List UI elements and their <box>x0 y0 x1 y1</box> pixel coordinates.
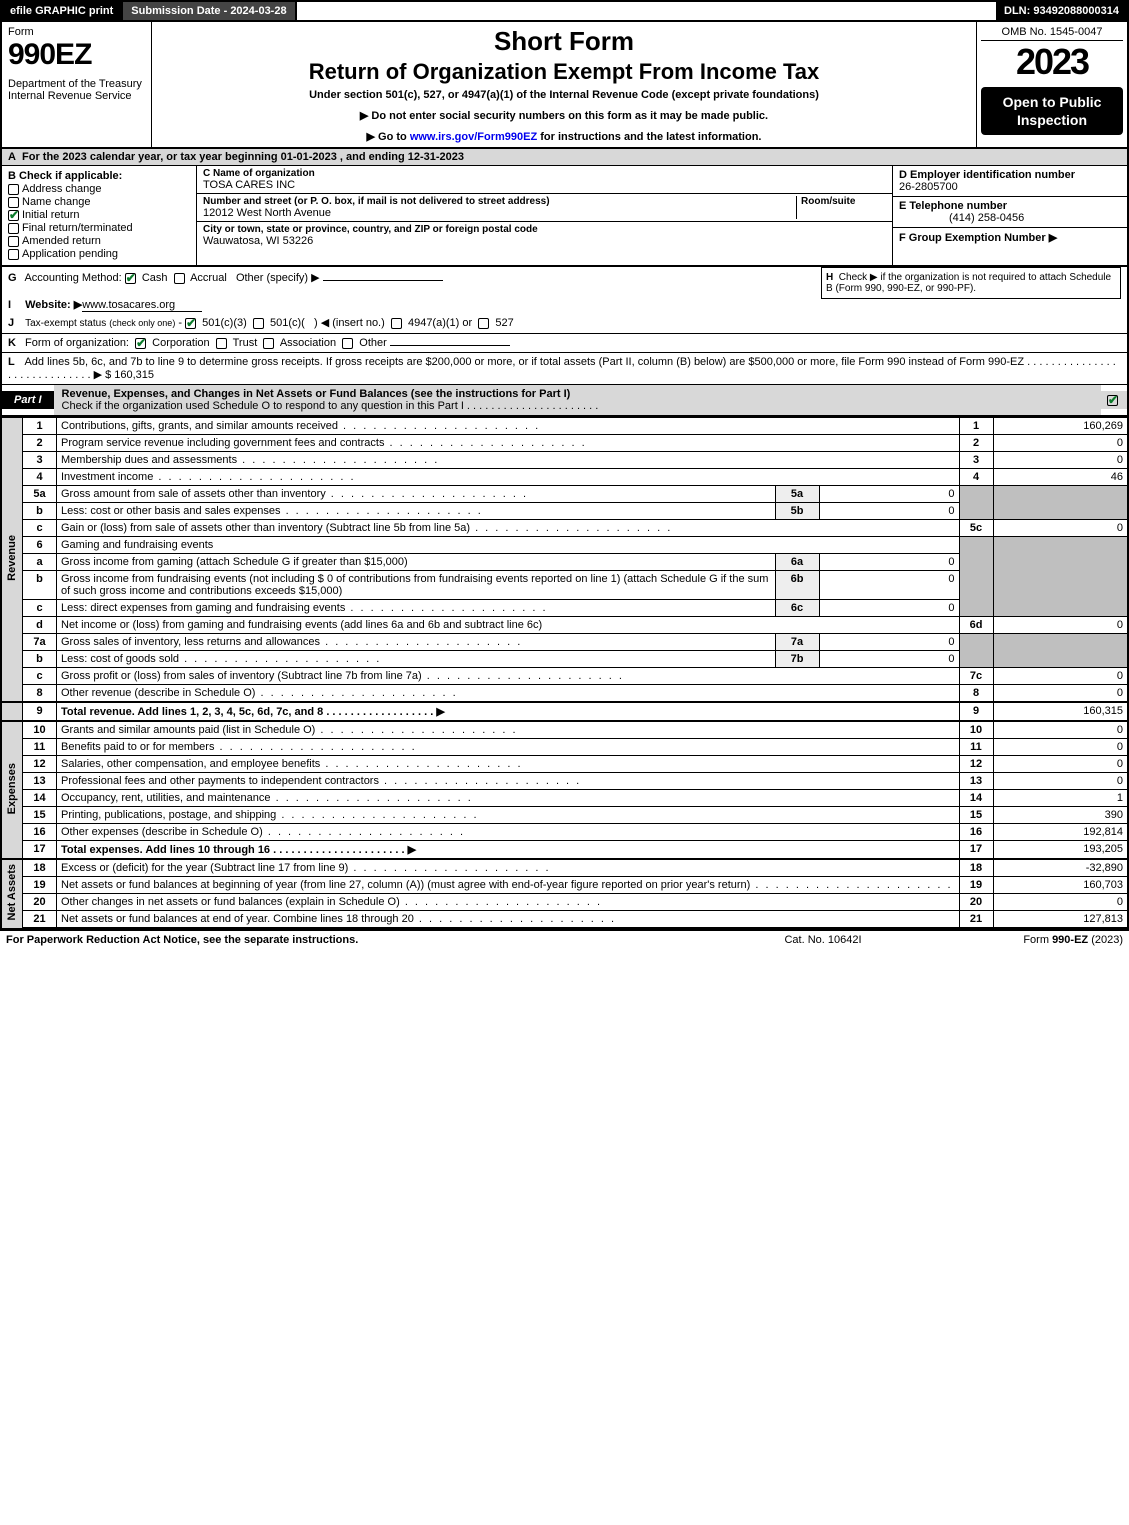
val-line-3: 0 <box>993 452 1128 469</box>
val-line-6c: 0 <box>819 600 959 617</box>
short-form-label: Short Form <box>160 26 968 57</box>
dln-label: DLN: 93492088000314 <box>996 2 1127 20</box>
website-value[interactable]: www.tosacares.org <box>82 299 202 312</box>
val-line-15: 390 <box>993 807 1128 824</box>
val-line-6d: 0 <box>993 617 1128 634</box>
cb-other-org[interactable] <box>342 338 353 349</box>
omb-number: OMB No. 1545-0047 <box>981 26 1123 41</box>
efile-print-label[interactable]: efile GRAPHIC print <box>2 2 123 20</box>
row-k-form-org: K Form of organization: Corporation Trus… <box>0 333 1129 352</box>
row-g-accounting: G Accounting Method: Cash Accrual Other … <box>0 266 1129 333</box>
val-line-8: 0 <box>993 685 1128 703</box>
val-line-5c: 0 <box>993 520 1128 537</box>
cb-final-return[interactable]: Final return/terminated <box>8 222 190 234</box>
part-1-tag: Part I <box>2 391 54 409</box>
ein-value: 26-2805700 <box>899 181 958 193</box>
cb-initial-return[interactable]: Initial return <box>8 209 190 221</box>
room-label: Room/suite <box>801 196 886 207</box>
form-header: Form 990EZ Department of the Treasury In… <box>0 22 1129 149</box>
form-note-link: ▶ Go to www.irs.gov/Form990EZ for instru… <box>160 130 968 143</box>
val-line-14: 1 <box>993 790 1128 807</box>
cb-accrual[interactable] <box>174 273 185 284</box>
val-line-10: 0 <box>993 721 1128 739</box>
val-line-21: 127,813 <box>993 911 1128 929</box>
part-1-header: Part I Revenue, Expenses, and Changes in… <box>0 384 1129 417</box>
irs-link[interactable]: www.irs.gov/Form990EZ <box>410 131 537 143</box>
val-line-11: 0 <box>993 739 1128 756</box>
val-line-7a: 0 <box>819 634 959 651</box>
form-label: Form <box>8 26 145 38</box>
cb-application-pending[interactable]: Application pending <box>8 248 190 260</box>
org-name-value: TOSA CARES INC <box>203 179 886 191</box>
top-bar: efile GRAPHIC print Submission Date - 20… <box>0 0 1129 22</box>
val-line-2: 0 <box>993 435 1128 452</box>
addr-label: Number and street (or P. O. box, if mail… <box>203 196 796 207</box>
form-subtitle: Under section 501(c), 527, or 4947(a)(1)… <box>160 89 968 101</box>
side-net-assets: Net Assets <box>6 864 18 920</box>
cb-address-change[interactable]: Address change <box>8 183 190 195</box>
val-line-5a: 0 <box>819 486 959 503</box>
val-line-1: 160,269 <box>993 418 1128 435</box>
form-number: 990EZ <box>8 38 145 72</box>
city-value: Wauwatosa, WI 53226 <box>203 235 886 247</box>
part-1-table: Revenue 1Contributions, gifts, grants, a… <box>0 417 1129 929</box>
val-line-7b: 0 <box>819 651 959 668</box>
val-line-18: -32,890 <box>993 859 1128 877</box>
dept-label: Department of the Treasury Internal Reve… <box>8 78 145 102</box>
row-a-tax-year: AFor the 2023 calendar year, or tax year… <box>0 149 1129 166</box>
side-expenses: Expenses <box>6 763 18 814</box>
cb-501c3[interactable] <box>185 318 196 329</box>
tel-value: (414) 258-0456 <box>899 212 1024 224</box>
org-name-label: C Name of organization <box>203 168 886 179</box>
val-line-4: 46 <box>993 469 1128 486</box>
footer-paperwork: For Paperwork Reduction Act Notice, see … <box>6 934 723 946</box>
val-line-6b: 0 <box>819 571 959 600</box>
val-line-6a: 0 <box>819 554 959 571</box>
row-h-schedule-b: H Check ▶ if the organization is not req… <box>821 267 1121 299</box>
val-line-12: 0 <box>993 756 1128 773</box>
val-line-9: 160,315 <box>993 702 1128 721</box>
form-note-ssn: ▶ Do not enter social security numbers o… <box>160 109 968 122</box>
block-d-ein-tel: D Employer identification number26-28057… <box>892 166 1127 265</box>
cb-501c[interactable] <box>253 318 264 329</box>
val-line-7c: 0 <box>993 668 1128 685</box>
cb-amended-return[interactable]: Amended return <box>8 235 190 247</box>
part-1-title: Revenue, Expenses, and Changes in Net As… <box>62 388 571 400</box>
cb-name-change[interactable]: Name change <box>8 196 190 208</box>
cb-4947[interactable] <box>391 318 402 329</box>
val-line-20: 0 <box>993 894 1128 911</box>
block-c-org-info: C Name of organization TOSA CARES INC Nu… <box>197 166 892 265</box>
val-line-17: 193,205 <box>993 841 1128 860</box>
part-1-check-note: Check if the organization used Schedule … <box>62 400 599 412</box>
addr-value: 12012 West North Avenue <box>203 207 796 219</box>
footer-form-ref: Form 990-EZ (2023) <box>923 934 1123 946</box>
tax-year: 2023 <box>981 41 1123 83</box>
block-b-checkboxes: B Check if applicable: Address change Na… <box>2 166 197 265</box>
submission-date: Submission Date - 2024-03-28 <box>123 2 296 20</box>
cb-schedule-o-used[interactable] <box>1107 395 1118 406</box>
cb-corporation[interactable] <box>135 338 146 349</box>
val-line-13: 0 <box>993 773 1128 790</box>
cb-527[interactable] <box>478 318 489 329</box>
footer-cat-no: Cat. No. 10642I <box>723 934 923 946</box>
cb-cash[interactable] <box>125 273 136 284</box>
val-line-5b: 0 <box>819 503 959 520</box>
cb-trust[interactable] <box>216 338 227 349</box>
row-l-gross-receipts: L Add lines 5b, 6c, and 7b to line 9 to … <box>0 352 1129 384</box>
val-line-19: 160,703 <box>993 877 1128 894</box>
open-public-badge: Open to Public Inspection <box>981 87 1123 135</box>
side-revenue: Revenue <box>6 535 18 581</box>
form-title: Return of Organization Exempt From Incom… <box>160 59 968 85</box>
val-line-16: 192,814 <box>993 824 1128 841</box>
cb-association[interactable] <box>263 338 274 349</box>
city-label: City or town, state or province, country… <box>203 224 886 235</box>
group-exemption-label: F Group Exemption Number ▶ <box>899 232 1057 244</box>
page-footer: For Paperwork Reduction Act Notice, see … <box>0 929 1129 949</box>
